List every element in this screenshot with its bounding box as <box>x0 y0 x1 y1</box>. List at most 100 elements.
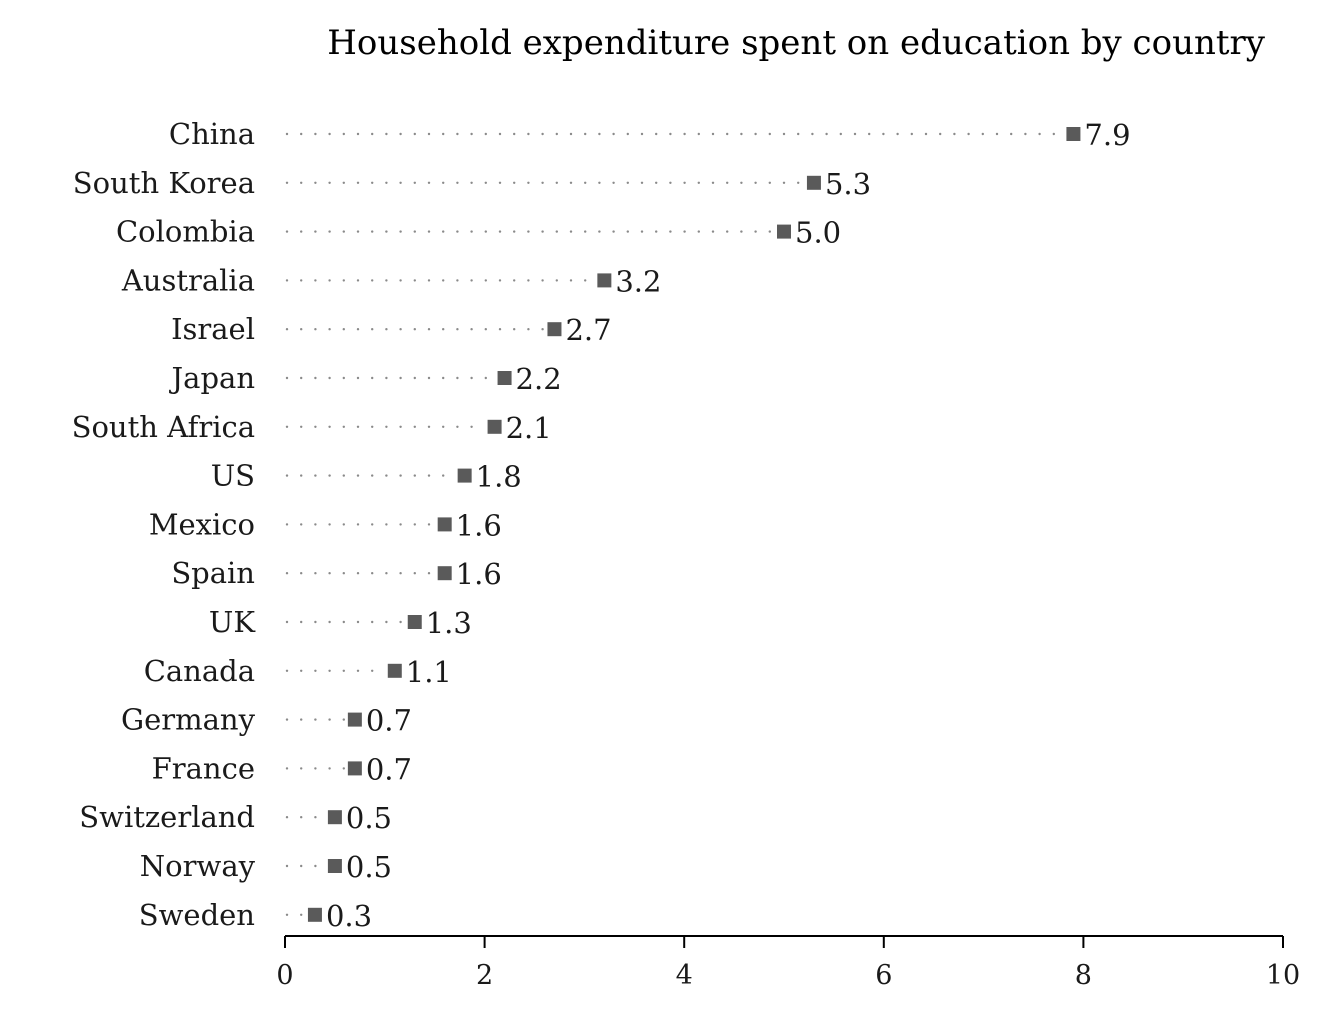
guide-dot <box>385 132 388 136</box>
guide-dot <box>427 474 431 477</box>
guide-dot <box>498 132 502 136</box>
guide-dot <box>981 132 984 136</box>
guide-dots <box>285 523 431 526</box>
guide-dot <box>456 132 459 136</box>
guide-dot <box>399 181 402 184</box>
guide-dot <box>328 425 331 428</box>
guide-dot <box>640 230 644 233</box>
guide-dot <box>484 181 487 184</box>
data-point-marker <box>327 810 342 825</box>
guide-dot <box>300 230 303 233</box>
guide-dot <box>314 816 317 819</box>
guide-dot <box>669 230 672 233</box>
data-point-marker <box>497 371 512 385</box>
guide-dot <box>314 328 317 331</box>
guide-dot <box>626 132 629 136</box>
guide-dot <box>314 620 317 624</box>
guide-dot <box>584 230 587 233</box>
guide-dot <box>371 328 374 331</box>
x-tick-label: 6 <box>875 960 892 991</box>
guide-dot <box>356 669 360 672</box>
guide-dot <box>413 132 416 136</box>
guide-dot <box>868 132 871 136</box>
row-germany: Germany 0.7 <box>121 703 412 738</box>
guide-dot <box>569 132 573 136</box>
guide-dot <box>314 181 317 184</box>
guide-dot <box>300 718 303 721</box>
guide-dot <box>371 425 374 428</box>
guide-dots <box>285 913 303 916</box>
guide-dot <box>442 230 445 233</box>
guide-dot <box>371 669 374 672</box>
row-france: France 0.7 <box>152 751 412 786</box>
guide-dot <box>399 474 402 477</box>
data-point-marker <box>487 419 502 434</box>
category-label: Australia <box>121 263 255 297</box>
guide-dot <box>498 181 502 184</box>
data-value-label: 7.9 <box>1084 118 1130 152</box>
guide-dot <box>484 279 487 282</box>
guide-dot <box>300 425 303 428</box>
row-colombia: Colombia 5.0 <box>116 215 841 250</box>
guide-dot <box>285 864 289 868</box>
guide-dot <box>598 181 601 184</box>
guide-dot <box>1010 132 1013 136</box>
guide-dot <box>385 474 388 477</box>
guide-dot <box>484 230 487 233</box>
guide-dot <box>314 669 317 672</box>
guide-dot <box>797 132 800 136</box>
guide-dot <box>484 376 487 380</box>
x-axis: 0 2 4 6 8 10 <box>276 935 1300 991</box>
guide-dots <box>285 620 402 624</box>
guide-dot <box>371 523 374 526</box>
guide-dot <box>427 376 431 380</box>
guide-dot <box>413 181 416 184</box>
data-value-label: 0.3 <box>326 899 372 933</box>
guide-dot <box>314 474 317 477</box>
guide-dot <box>314 864 317 868</box>
guide-dot <box>342 474 345 477</box>
guide-dot <box>371 572 374 575</box>
guide-dot <box>285 474 289 477</box>
guide-dot <box>371 132 374 136</box>
guide-dot <box>740 132 743 136</box>
guide-dot <box>356 279 360 282</box>
guide-dot <box>754 132 757 136</box>
data-point-marker <box>1066 127 1081 141</box>
data-value-label: 2.7 <box>565 313 611 347</box>
guide-dot <box>768 132 771 136</box>
guide-dot <box>356 376 360 380</box>
guide-dot <box>470 425 473 428</box>
guide-dot <box>300 913 303 916</box>
guide-dot <box>342 279 345 282</box>
guide-dot <box>726 181 729 184</box>
guide-dot <box>626 181 629 184</box>
guide-dot <box>427 425 431 428</box>
guide-dot <box>328 620 331 624</box>
guide-dot <box>385 181 388 184</box>
guide-dot <box>285 718 289 721</box>
data-value-label: 0.5 <box>346 850 392 884</box>
guide-dot <box>413 279 416 282</box>
guide-dot <box>356 620 360 624</box>
data-value-label: 0.7 <box>366 752 412 786</box>
guide-dot <box>328 230 331 233</box>
guide-dot <box>427 523 431 526</box>
guide-dot <box>300 132 303 136</box>
guide-dot <box>498 230 502 233</box>
guide-dots <box>285 425 473 428</box>
guide-dot <box>371 474 374 477</box>
guide-dot <box>285 376 289 380</box>
guide-dot <box>314 132 317 136</box>
guide-dot <box>385 425 388 428</box>
guide-dot <box>640 132 644 136</box>
guide-dot <box>285 767 289 770</box>
guide-dot <box>470 132 473 136</box>
guide-dot <box>541 328 544 331</box>
guide-dot <box>413 474 416 477</box>
category-label: Canada <box>144 654 255 688</box>
guide-dot <box>612 132 615 136</box>
guide-dot <box>555 181 558 184</box>
guide-dot <box>285 181 289 184</box>
category-label: Switzerland <box>79 800 255 834</box>
